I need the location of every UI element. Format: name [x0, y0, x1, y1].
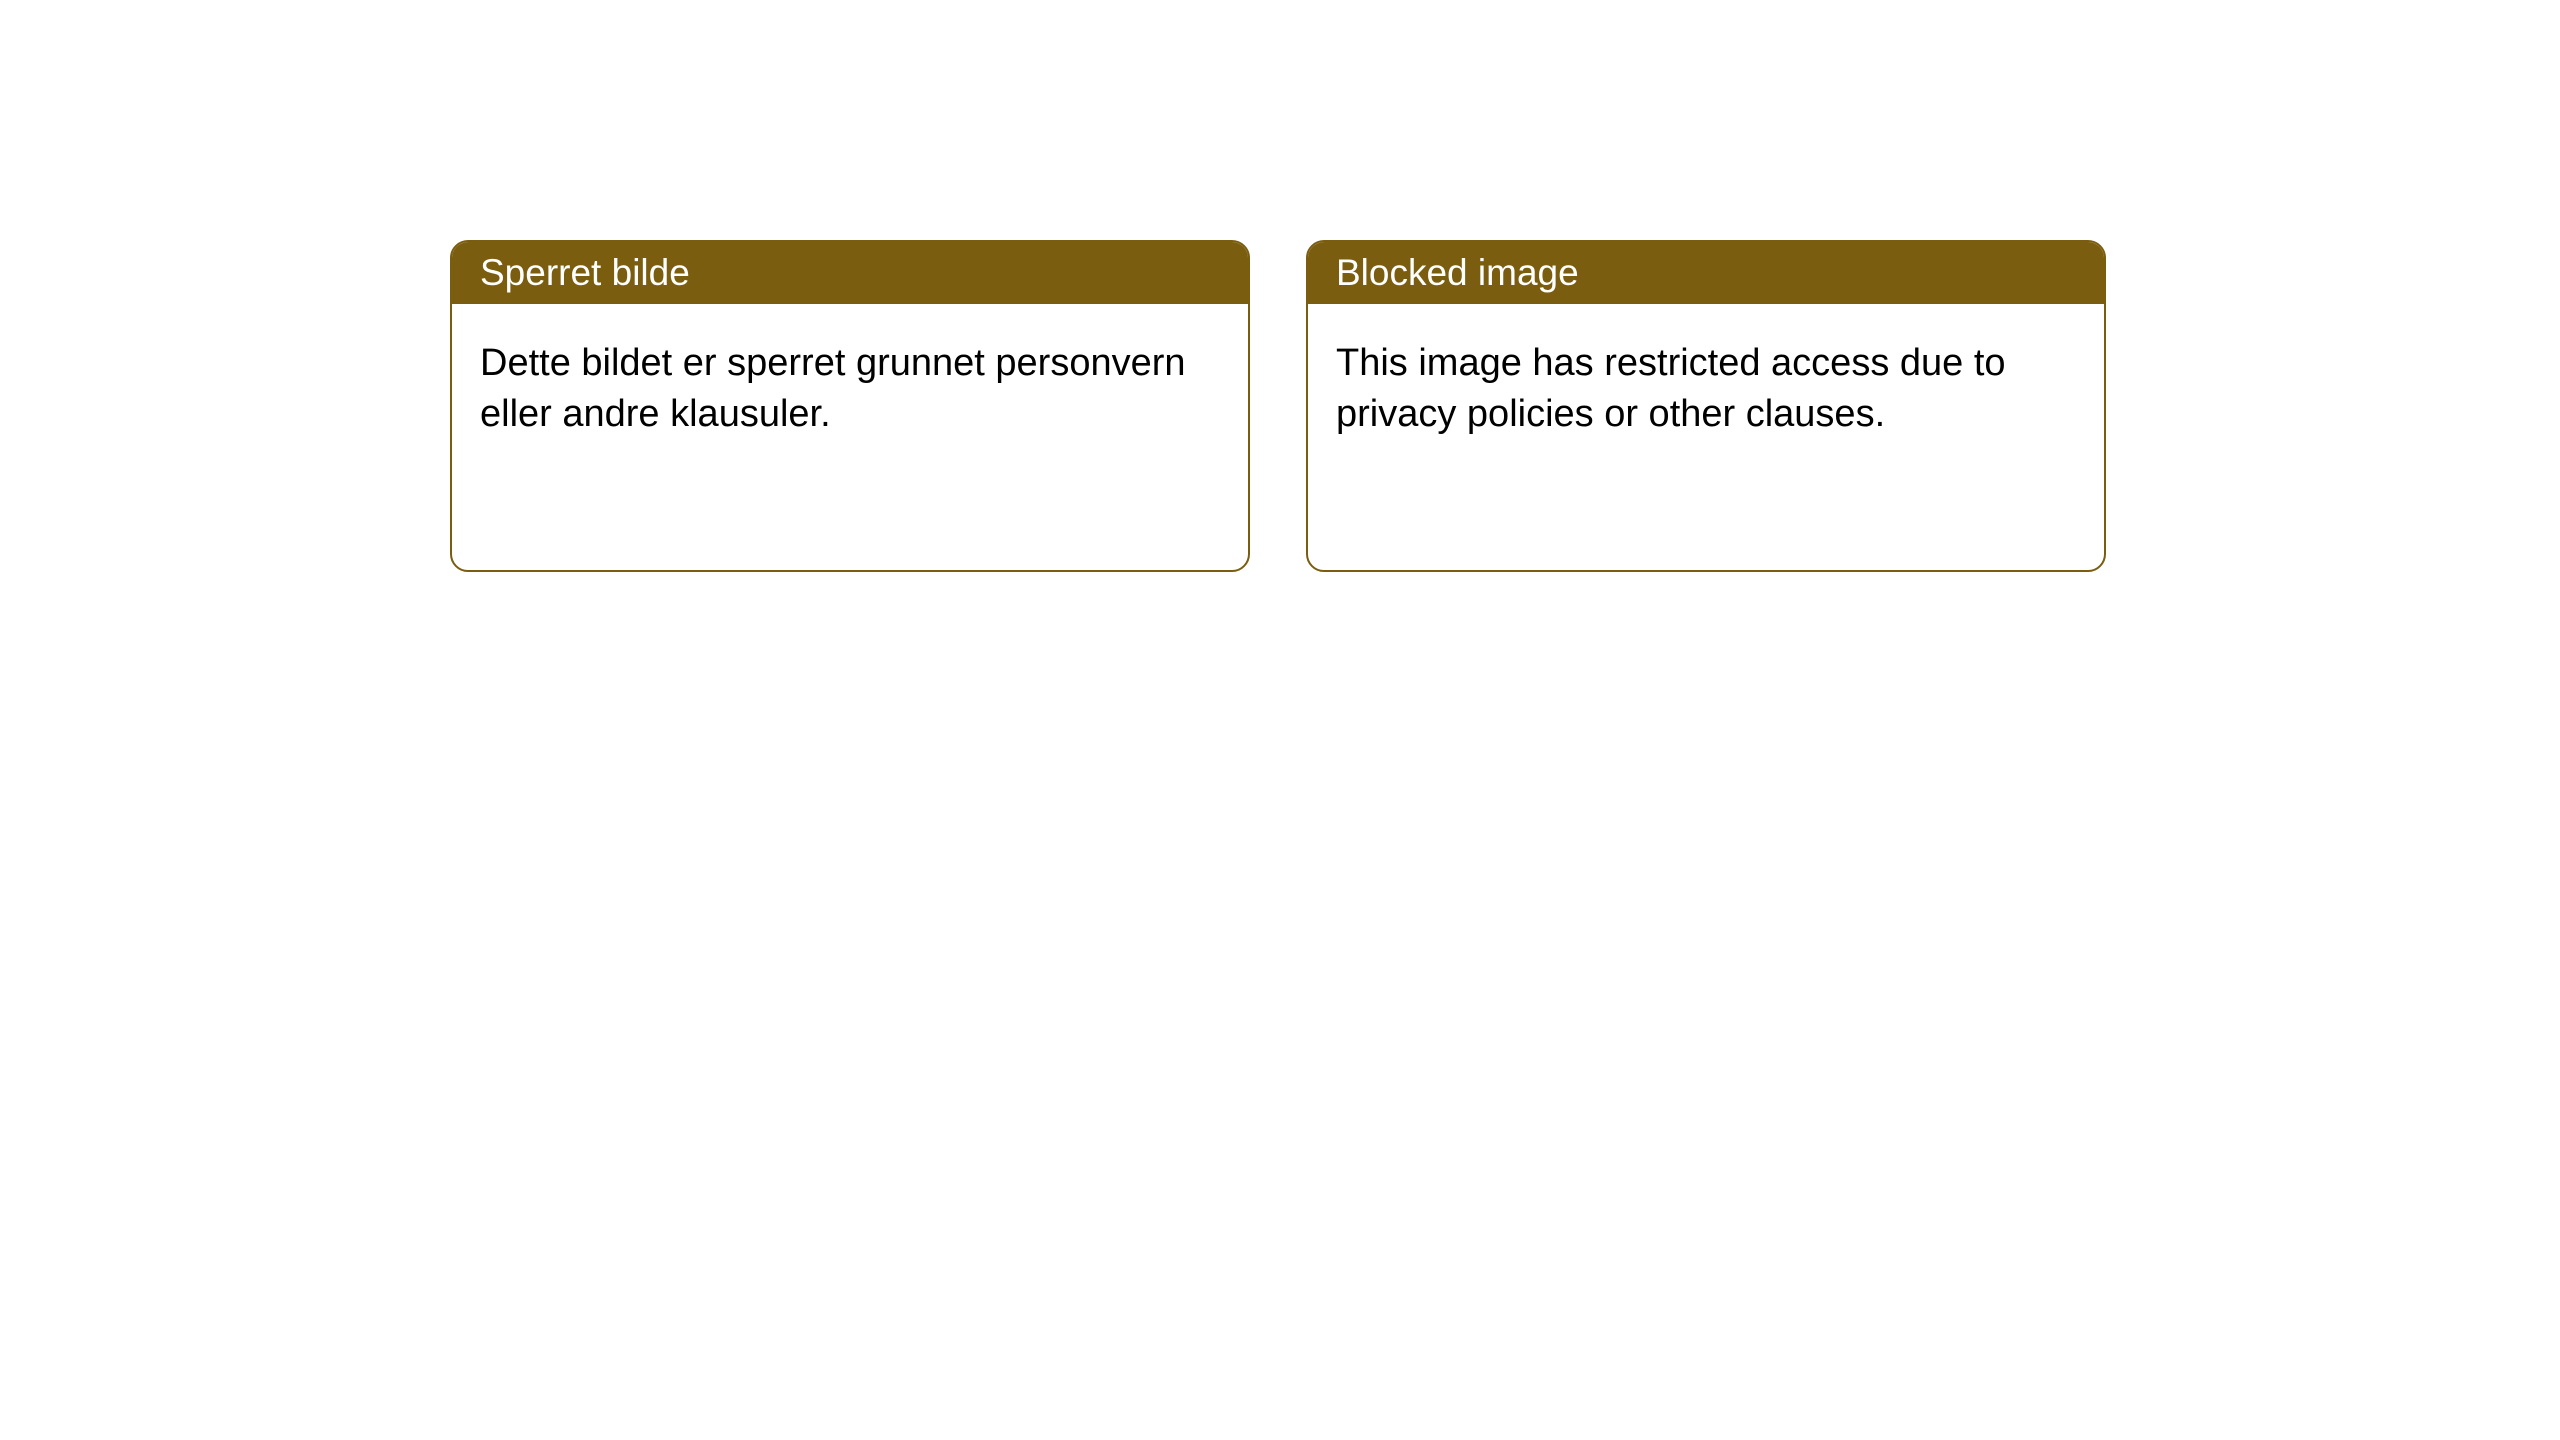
notice-title: Sperret bilde — [480, 252, 690, 293]
notice-title: Blocked image — [1336, 252, 1579, 293]
notice-message: This image has restricted access due to … — [1336, 342, 2006, 435]
notice-header: Blocked image — [1308, 242, 2104, 304]
notice-message: Dette bildet er sperret grunnet personve… — [480, 342, 1186, 435]
notice-card-norwegian: Sperret bilde Dette bildet er sperret gr… — [450, 240, 1250, 572]
notice-container: Sperret bilde Dette bildet er sperret gr… — [0, 0, 2560, 572]
notice-body: This image has restricted access due to … — [1308, 304, 2104, 475]
notice-header: Sperret bilde — [452, 242, 1248, 304]
notice-card-english: Blocked image This image has restricted … — [1306, 240, 2106, 572]
notice-body: Dette bildet er sperret grunnet personve… — [452, 304, 1248, 475]
